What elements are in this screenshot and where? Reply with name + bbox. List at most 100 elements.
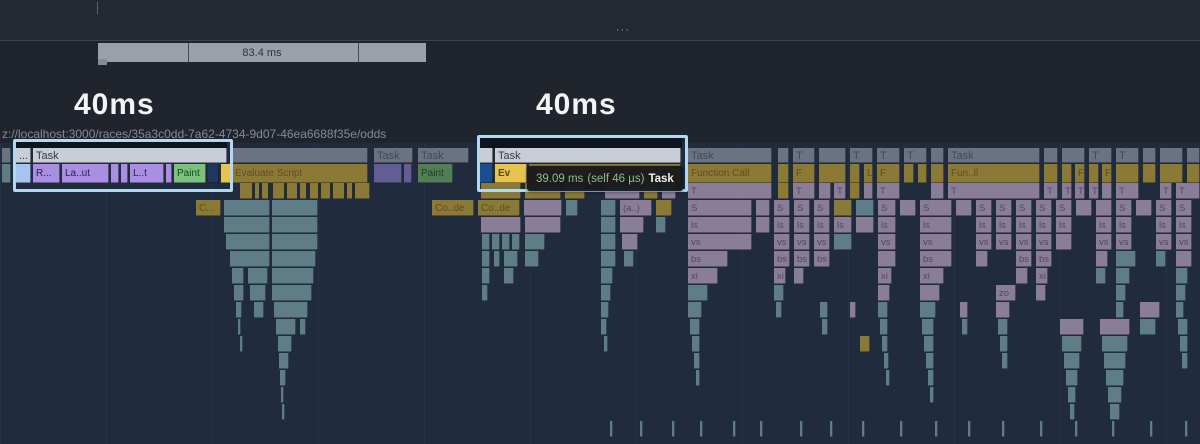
flame-bar-s[interactable]: S (1016, 200, 1032, 216)
flame-bar-xi[interactable]: xi (920, 268, 944, 284)
flame-bar-vs[interactable]: vs (1156, 234, 1172, 250)
flame-bar[interactable] (672, 421, 675, 437)
flame-bar[interactable] (1062, 336, 1082, 352)
flame-bar-t[interactable]: T (1160, 183, 1172, 199)
flame-bar[interactable] (166, 164, 172, 183)
flame-bar-[interactable]: ... (16, 148, 31, 163)
flame-bar[interactable] (692, 336, 700, 352)
flame-bar-f[interactable]: F (877, 164, 900, 183)
flame-bar-vs[interactable]: vs (878, 234, 896, 250)
flame-bar[interactable] (918, 164, 927, 183)
flame-bar-laut[interactable]: La..ut (62, 164, 109, 183)
flame-bar-ls[interactable]: ls (920, 217, 952, 233)
flame-bar[interactable] (819, 183, 831, 199)
flame-bar-vs[interactable]: vs (1176, 234, 1192, 250)
flame-bar[interactable] (1076, 200, 1092, 216)
flame-bar[interactable] (1110, 404, 1120, 420)
flame-bar[interactable] (1187, 148, 1200, 163)
flame-bar[interactable] (920, 302, 936, 318)
flame-bar[interactable] (601, 200, 616, 216)
flame-bar-s[interactable]: S (1056, 200, 1072, 216)
flame-bar[interactable] (756, 217, 770, 233)
flame-bar-ls[interactable]: ls (1116, 217, 1132, 233)
flame-bar[interactable] (492, 234, 500, 250)
flame-bar[interactable] (208, 164, 219, 183)
flame-bar[interactable] (300, 319, 306, 335)
flame-bar[interactable] (1156, 251, 1166, 267)
flame-bar[interactable] (404, 164, 412, 183)
flame-bar-t[interactable]: T (834, 183, 846, 199)
flame-bar[interactable] (272, 234, 318, 250)
flame-bar[interactable] (834, 234, 852, 250)
flame-bar[interactable] (820, 302, 828, 318)
timeline-window[interactable]: 83.4 ms (98, 43, 426, 62)
flame-bar[interactable] (1062, 164, 1072, 183)
flame-bar-t[interactable]: T (1116, 183, 1139, 199)
flame-bar-s[interactable]: S (1036, 200, 1052, 216)
flame-bar-vs[interactable]: vs (1036, 234, 1052, 250)
flame-bar[interactable] (1185, 421, 1188, 437)
flame-bar-s[interactable]: S (688, 200, 752, 216)
flame-bar[interactable] (1116, 268, 1130, 284)
flame-bar[interactable] (1176, 268, 1188, 284)
flame-bar[interactable] (850, 302, 856, 318)
flame-bar[interactable] (330, 183, 333, 199)
flame-bar[interactable] (880, 319, 888, 335)
flame-bar[interactable] (259, 183, 262, 199)
flame-bar-t[interactable]: T (850, 148, 873, 163)
flame-bar[interactable] (1040, 421, 1043, 437)
flame-bar-ls[interactable]: ls (794, 217, 810, 233)
flame-bar[interactable] (688, 285, 708, 301)
flame-bar[interactable] (794, 268, 804, 284)
flame-bar[interactable] (968, 421, 971, 437)
flame-bar[interactable] (930, 387, 934, 403)
flame-bar[interactable] (922, 319, 934, 335)
flame-bar[interactable] (238, 319, 241, 335)
flame-bar-code[interactable]: Co..de (432, 200, 474, 216)
flame-bar[interactable] (622, 234, 638, 250)
flame-bar[interactable] (601, 251, 616, 267)
flame-bar[interactable] (1143, 164, 1156, 183)
flame-bar-task[interactable]: Task (374, 148, 413, 163)
flame-bar-r[interactable]: R... (33, 164, 60, 183)
flame-bar[interactable] (601, 319, 607, 335)
flame-bar-bs[interactable]: bs (794, 251, 810, 267)
flame-bar-zo[interactable]: zo (996, 285, 1016, 301)
flame-bar[interactable] (776, 302, 782, 318)
flame-bar[interactable] (1140, 319, 1156, 335)
flame-bar[interactable] (297, 183, 300, 199)
flame-bar[interactable] (1143, 148, 1156, 163)
flame-bar-vs[interactable]: vs (920, 234, 952, 250)
flame-bar-t[interactable]: T (1062, 183, 1072, 199)
flame-bar[interactable] (601, 268, 613, 284)
flame-bar[interactable] (272, 268, 314, 284)
flame-bar-vs[interactable]: vs (688, 234, 752, 250)
flame-bar[interactable] (2, 148, 11, 163)
flame-bar-l[interactable]: L (864, 164, 873, 183)
flame-bar[interactable] (2, 164, 11, 183)
flame-bar[interactable] (1180, 336, 1188, 352)
flame-bar[interactable] (502, 234, 510, 250)
flame-bar-t[interactable]: T (1176, 183, 1200, 199)
flame-bar[interactable] (494, 251, 500, 267)
flame-bar[interactable] (935, 421, 938, 437)
flame-bar[interactable] (1182, 353, 1188, 369)
flame-bar[interactable] (272, 200, 318, 216)
flame-bar-t[interactable]: T (948, 183, 1040, 199)
flame-bar[interactable] (601, 285, 611, 301)
flame-bar[interactable] (1176, 302, 1184, 318)
flame-bar[interactable] (1096, 251, 1108, 267)
flame-bar-task[interactable]: Task (688, 148, 772, 163)
flame-bar[interactable] (822, 319, 828, 335)
flame-bar[interactable] (778, 164, 789, 183)
flame-bar[interactable] (254, 302, 264, 318)
flame-bar[interactable] (926, 353, 934, 369)
flame-bar[interactable] (882, 336, 888, 352)
flame-bar-s[interactable]: S (996, 200, 1012, 216)
flame-bar-s[interactable]: S (1116, 200, 1132, 216)
flame-bar[interactable] (931, 164, 944, 183)
flame-bar-t[interactable]: T (1044, 183, 1058, 199)
flame-bar-bs[interactable]: bs (1016, 251, 1032, 267)
flame-bar[interactable] (1036, 285, 1046, 301)
flame-bar[interactable] (482, 285, 488, 301)
